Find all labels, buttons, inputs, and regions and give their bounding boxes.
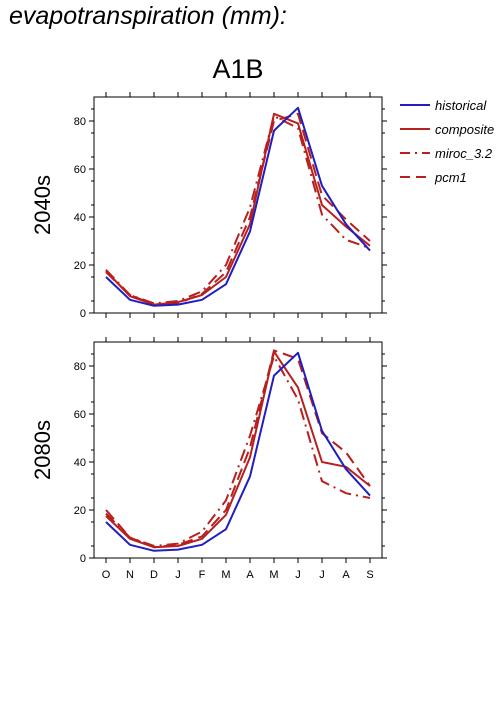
series-line-composite — [105, 112, 371, 306]
panel-label: 2080s — [30, 420, 55, 480]
y-tick-label: 80 — [74, 361, 86, 373]
y-tick-label: 20 — [74, 260, 86, 272]
chart-panel-1: 0 20 40 60 80 O N D J F M A M J J A S 2080s — [30, 337, 387, 581]
page-title: evapotranspiration (mm): — [9, 2, 287, 30]
x-tick-label: F — [199, 569, 206, 581]
legend-label: miroc_3.2 — [435, 146, 493, 161]
chart-panels: 0 20 40 60 80 2040s 0 20 40 60 80 O N D J F M A M J J A S 2080s — [30, 92, 387, 581]
legend-label: composite — [435, 122, 494, 137]
panel-label: 2040s — [30, 175, 55, 235]
y-tick-label: 60 — [74, 164, 86, 176]
scenario-title: A1B — [212, 54, 264, 84]
y-tick-label: 80 — [74, 116, 86, 128]
x-tick-label: A — [342, 569, 350, 581]
legend-label: historical — [435, 98, 487, 113]
plot-frame — [93, 341, 383, 559]
legend-label: pcm1 — [434, 170, 467, 185]
y-tick-label: 60 — [74, 409, 86, 421]
x-tick-label: J — [175, 569, 181, 581]
y-tick-label: 40 — [74, 457, 86, 469]
series-line-composite — [105, 350, 371, 549]
x-tick-label: J — [319, 569, 325, 581]
x-tick-label: A — [246, 569, 254, 581]
x-tick-label: J — [295, 569, 301, 581]
x-tick-label: D — [150, 569, 158, 581]
x-tick-label: O — [102, 569, 111, 581]
y-tick-label: 40 — [74, 212, 86, 224]
y-tick-label: 20 — [74, 505, 86, 517]
chart-panel-0: 0 20 40 60 80 2040s — [30, 92, 387, 320]
legend: historical composite miroc_3.2 pcm1 — [400, 98, 494, 185]
series-line-pcm1 — [105, 112, 371, 306]
x-tick-label: M — [269, 569, 278, 581]
x-tick-label: N — [126, 569, 134, 581]
series-line-miroc-3-2 — [105, 355, 371, 547]
plot-frame — [93, 96, 383, 314]
y-tick-label: 0 — [80, 308, 86, 320]
series-line-historical — [105, 106, 371, 307]
series-line-miroc-3-2 — [105, 115, 371, 305]
series-line-historical — [105, 351, 371, 552]
y-tick-label: 0 — [80, 553, 86, 565]
x-tick-label: S — [366, 569, 373, 581]
x-tick-label: M — [221, 569, 230, 581]
series-line-pcm1 — [105, 349, 371, 549]
